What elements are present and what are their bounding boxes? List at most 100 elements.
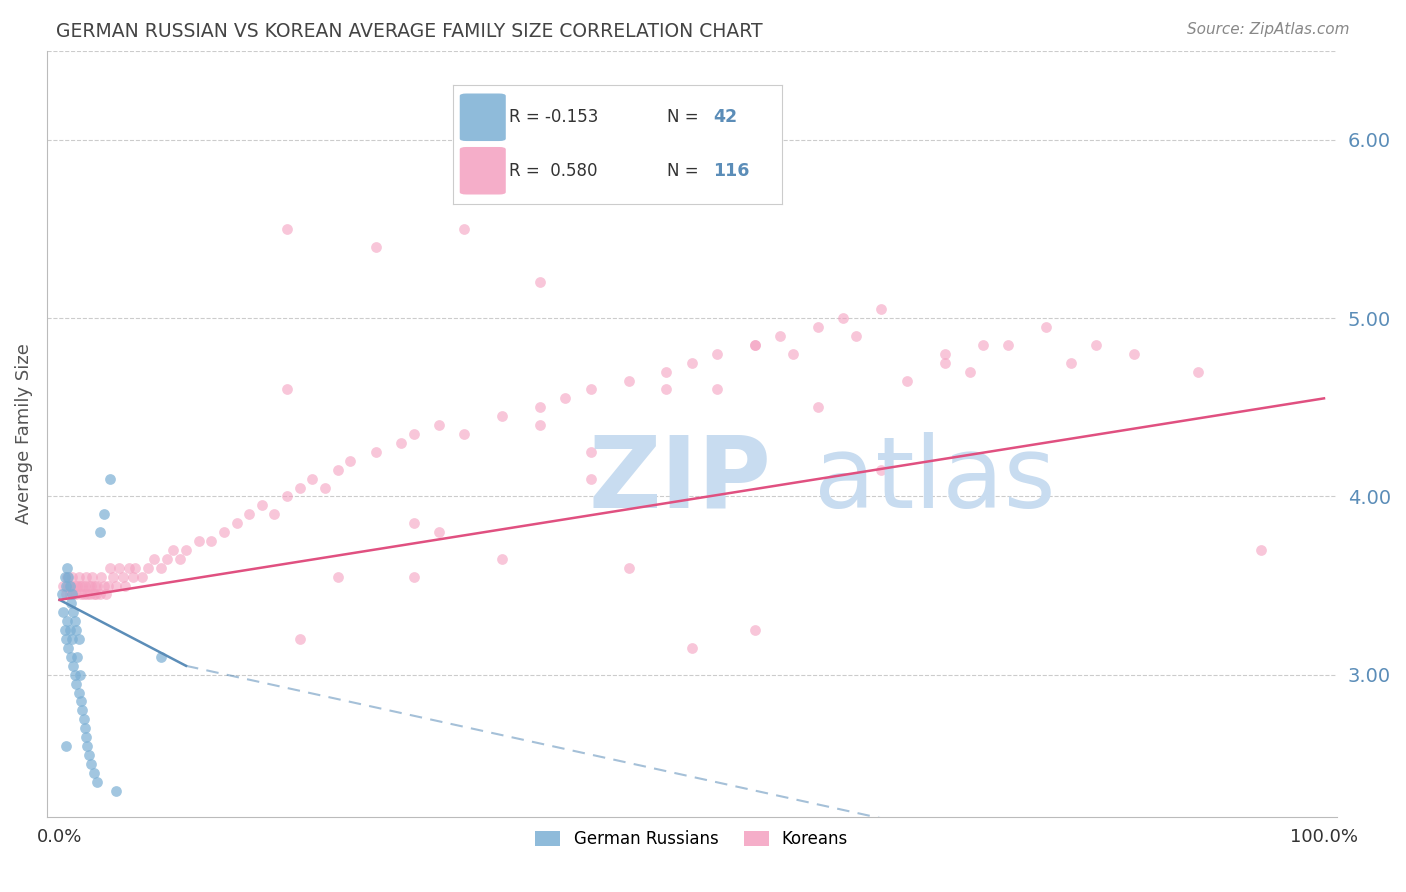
Point (845, 329, 868, 343)
Point (83, 587, 105, 601)
Point (389, 436, 412, 450)
Point (276, 383, 298, 397)
Point (62, 587, 84, 601)
Point (896, 374, 918, 388)
Point (706, 383, 728, 397)
Point (200, 534, 222, 549)
Point (579, 472, 602, 486)
Point (364, 445, 387, 459)
Point (402, 569, 425, 583)
Point (59, 578, 82, 592)
Point (276, 490, 298, 504)
Point (56, 560, 79, 574)
Point (60, 632, 83, 646)
Point (63, 667, 86, 681)
Point (288, 632, 311, 646)
Point (681, 640, 703, 655)
Point (67, 569, 90, 583)
Point (58, 578, 80, 592)
Point (491, 551, 513, 566)
Point (65, 623, 87, 637)
Point (56, 614, 79, 628)
Point (149, 560, 172, 574)
Point (63, 578, 86, 592)
Point (70, 587, 93, 601)
Point (124, 560, 146, 574)
Point (301, 472, 323, 486)
Point (655, 365, 678, 379)
Point (60, 587, 83, 601)
Text: GERMAN RUSSIAN VS KOREAN AVERAGE FAMILY SIZE CORRELATION CHART: GERMAN RUSSIAN VS KOREAN AVERAGE FAMILY … (56, 22, 763, 41)
Point (326, 463, 349, 477)
Point (90, 569, 112, 583)
Point (55, 578, 77, 592)
Point (617, 374, 640, 388)
Point (579, 383, 602, 397)
Point (93, 508, 115, 522)
Point (55, 632, 77, 646)
Point (681, 356, 703, 370)
Point (66, 649, 89, 664)
Point (832, 311, 855, 326)
Point (55, 587, 77, 601)
Point (1085, 338, 1108, 352)
Point (56, 569, 79, 583)
Point (101, 569, 124, 583)
Point (870, 302, 893, 317)
Point (529, 418, 551, 433)
Point (250, 499, 273, 513)
Point (238, 508, 260, 522)
Point (84, 587, 107, 601)
Point (98, 472, 121, 486)
Point (617, 560, 640, 574)
Point (83, 765, 105, 780)
Point (149, 649, 172, 664)
Point (73, 721, 96, 735)
Point (744, 338, 766, 352)
Point (77, 578, 100, 592)
Point (72, 587, 94, 601)
Point (89, 587, 111, 601)
Point (52, 578, 75, 592)
Point (1123, 347, 1146, 361)
Point (65, 676, 87, 690)
Point (76, 739, 98, 753)
Point (655, 383, 678, 397)
Text: ZIP: ZIP (589, 432, 772, 529)
Point (82, 569, 104, 583)
Point (972, 338, 994, 352)
Point (108, 560, 131, 574)
Point (870, 463, 893, 477)
Point (75, 730, 97, 744)
Point (706, 347, 728, 361)
Point (339, 454, 361, 468)
Point (807, 320, 830, 334)
Point (89, 525, 111, 540)
Point (75, 569, 97, 583)
Point (72, 578, 94, 592)
Point (105, 783, 128, 797)
Point (807, 401, 830, 415)
Point (288, 481, 311, 495)
Point (111, 569, 134, 583)
Point (67, 632, 90, 646)
Point (122, 569, 145, 583)
Point (97, 578, 120, 592)
Y-axis label: Average Family Size: Average Family Size (15, 343, 32, 524)
Point (402, 427, 425, 442)
Point (782, 347, 804, 361)
Point (59, 578, 82, 592)
Point (744, 338, 766, 352)
Point (96, 587, 118, 601)
Point (1250, 542, 1272, 557)
Point (225, 516, 247, 531)
Point (162, 542, 184, 557)
Point (80, 578, 103, 592)
Point (959, 365, 981, 379)
Point (118, 560, 141, 574)
Point (86, 774, 108, 789)
Point (579, 445, 602, 459)
Text: atlas: atlas (814, 432, 1056, 529)
Point (114, 578, 136, 592)
Point (934, 347, 956, 361)
